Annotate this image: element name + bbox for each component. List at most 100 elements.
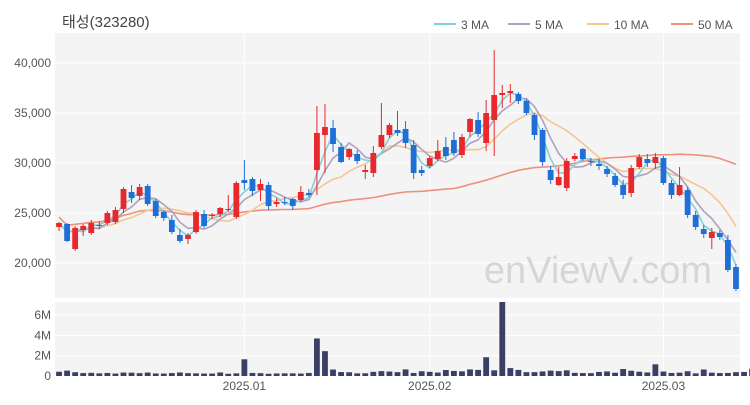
- candle-body: [160, 212, 167, 218]
- volume-bar: [168, 373, 175, 376]
- volume-bar: [217, 372, 224, 376]
- candle-body: [418, 170, 425, 173]
- volume-bar: [88, 372, 95, 376]
- volume-bar: [716, 373, 723, 376]
- price-tick-label: 30,000: [14, 156, 51, 170]
- price-panel-background: [55, 33, 740, 298]
- volume-bar: [193, 373, 199, 376]
- volume-bar: [241, 359, 248, 376]
- volume-bar: [571, 372, 578, 376]
- volume-bar: [539, 371, 546, 376]
- candle-body: [410, 145, 417, 173]
- volume-bar: [555, 371, 562, 376]
- candle-body: [636, 157, 643, 167]
- volume-bar: [362, 373, 369, 376]
- volume-bar: [104, 372, 111, 376]
- volume-bar: [354, 373, 361, 376]
- candle-body: [265, 185, 272, 206]
- volume-bar: [547, 370, 554, 376]
- price-tick-label: 40,000: [14, 56, 51, 70]
- volume-bar: [96, 373, 103, 376]
- volume-bar: [531, 372, 538, 376]
- legend-label: 50 MA: [698, 18, 733, 32]
- candle-body: [330, 128, 336, 144]
- volume-bar: [523, 372, 530, 376]
- candle-body: [733, 267, 739, 289]
- candlestick-layer: [56, 50, 739, 291]
- volume-bar: [499, 302, 506, 376]
- candle-body: [394, 130, 401, 133]
- volume-bar: [402, 369, 409, 376]
- candle-body: [539, 130, 546, 162]
- price-tick-label: 35,000: [14, 106, 51, 120]
- volume-bar: [604, 371, 610, 376]
- volume-bar: [64, 370, 70, 376]
- candle-body: [56, 223, 62, 227]
- volume-tick-label: 4M: [34, 328, 51, 342]
- axis-layer: 20,000 25,000 30,000 35,000 40,000 0 2M 4M 6M 202…: [14, 56, 686, 393]
- candle-body: [104, 213, 111, 223]
- candle-body: [273, 202, 280, 204]
- candle-body: [128, 192, 135, 198]
- candle-body: [475, 120, 481, 134]
- volume-bar: [644, 372, 651, 376]
- candle-body: [725, 240, 731, 270]
- candle-body: [588, 161, 594, 162]
- volume-bar: [451, 370, 457, 376]
- price-tick-label: 25,000: [14, 206, 51, 220]
- candle-body: [676, 185, 683, 195]
- volume-bar: [676, 372, 683, 376]
- candle-body: [531, 115, 538, 135]
- watermark: enViewV.com: [484, 250, 712, 292]
- chart-title: 태성(323280): [62, 14, 150, 31]
- candle-body: [338, 147, 344, 162]
- candle-body: [241, 180, 248, 183]
- volume-layer: [56, 302, 750, 376]
- candle-body: [604, 169, 610, 174]
- candle-body: [644, 159, 651, 163]
- candle-body: [96, 225, 103, 226]
- volume-bar: [289, 373, 296, 376]
- volume-bar: [684, 371, 691, 376]
- volume-bar: [612, 372, 618, 376]
- candle-body: [652, 157, 659, 163]
- candle-body: [370, 153, 377, 173]
- volume-bar: [322, 351, 328, 376]
- volume-tick-label: 2M: [34, 349, 51, 363]
- candle-body: [346, 149, 353, 157]
- candle-body: [257, 184, 264, 190]
- volume-bar: [628, 370, 635, 376]
- volume-bar: [370, 371, 377, 376]
- volume-bar: [185, 373, 191, 376]
- candle-body: [507, 91, 514, 93]
- candle-body: [193, 212, 199, 232]
- date-tick-label: 2025.03: [642, 379, 686, 393]
- volume-bar: [668, 372, 675, 376]
- candle-body: [297, 192, 304, 200]
- volume-bar: [394, 372, 401, 376]
- ma-10-line: [58, 112, 737, 233]
- volume-bar: [386, 371, 393, 376]
- volume-bar: [128, 372, 135, 376]
- candle-body: [281, 202, 288, 203]
- volume-bar: [588, 373, 594, 376]
- candle-body: [72, 228, 79, 249]
- candle-body: [386, 125, 393, 135]
- volume-bar: [596, 371, 602, 376]
- candle-body: [322, 127, 328, 135]
- volume-bar: [620, 369, 627, 376]
- candle-body: [354, 154, 361, 161]
- volume-bar: [660, 371, 667, 376]
- volume-bar: [426, 371, 433, 376]
- candle-body: [152, 201, 159, 216]
- candle-body: [684, 190, 691, 215]
- legend-label: 10 MA: [614, 18, 649, 32]
- candle-body: [612, 176, 618, 185]
- candle-body: [579, 149, 586, 159]
- volume-bar: [579, 373, 586, 376]
- volume-panel-background: [55, 302, 740, 376]
- volume-bar: [515, 369, 522, 376]
- candle-body: [185, 235, 191, 239]
- candle-body: [209, 215, 216, 216]
